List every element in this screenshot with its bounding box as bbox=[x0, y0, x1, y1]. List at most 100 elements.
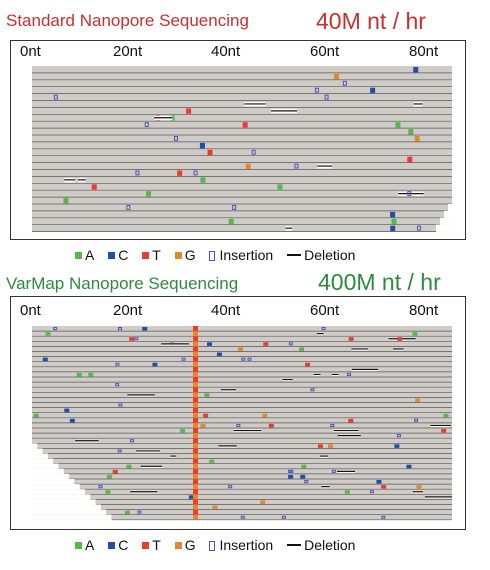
base-t-mark bbox=[348, 337, 354, 341]
variant-t-mark bbox=[193, 366, 198, 372]
base-c-mark bbox=[188, 495, 194, 499]
legend2-t: T bbox=[142, 537, 161, 553]
panel2-tick-20: 20nt bbox=[113, 302, 143, 319]
base-c-mark bbox=[300, 474, 306, 479]
panel1-tick-40: 40nt bbox=[211, 43, 241, 60]
insertion-mark bbox=[381, 515, 386, 519]
variant-t-mark bbox=[193, 509, 198, 515]
c-swatch-icon bbox=[108, 252, 116, 259]
insertion-mark bbox=[310, 388, 315, 392]
insertion-mark bbox=[369, 490, 374, 494]
panel2-gap bbox=[32, 479, 75, 485]
base-c-mark bbox=[390, 211, 396, 218]
base-g-mark bbox=[237, 347, 243, 351]
panel2-gap bbox=[32, 514, 112, 520]
base-a-mark bbox=[395, 122, 401, 128]
base-g-mark bbox=[416, 485, 422, 489]
variant-t-mark bbox=[193, 377, 198, 383]
legend-c: C bbox=[108, 247, 128, 263]
legend-a: A bbox=[75, 247, 94, 263]
base-c-mark bbox=[376, 480, 382, 484]
insertion-mark bbox=[126, 205, 131, 210]
base-a-mark bbox=[63, 198, 69, 204]
insertion-mark bbox=[294, 163, 299, 169]
base-g-mark bbox=[415, 398, 421, 402]
base-a-mark bbox=[146, 191, 152, 197]
panel2-gap bbox=[32, 458, 54, 464]
panel2-gap bbox=[32, 484, 80, 490]
variant-t-mark bbox=[193, 356, 198, 362]
base-a-mark bbox=[33, 413, 39, 418]
insertion-mark bbox=[247, 357, 252, 361]
base-g-mark bbox=[333, 73, 339, 80]
base-c-mark bbox=[390, 225, 396, 232]
base-g-mark bbox=[200, 423, 206, 428]
base-g-mark bbox=[245, 163, 251, 169]
panel2-gap bbox=[32, 489, 85, 495]
insertion-mark bbox=[314, 87, 319, 93]
variant-t-mark bbox=[193, 499, 198, 505]
panel2-gap bbox=[32, 509, 107, 515]
panel1-gap bbox=[436, 224, 452, 232]
deletion-icon bbox=[287, 544, 302, 546]
insertion-mark bbox=[130, 439, 135, 443]
insertion-mark bbox=[251, 149, 256, 155]
base-t-mark bbox=[441, 429, 447, 433]
insertion-mark bbox=[281, 515, 286, 519]
base-a-mark bbox=[200, 177, 206, 183]
t-swatch-icon bbox=[142, 252, 150, 259]
insertion-mark bbox=[346, 372, 351, 376]
panel1-tick-20: 20nt bbox=[113, 43, 143, 60]
legend-g: G bbox=[174, 247, 196, 263]
base-c-mark bbox=[207, 342, 213, 346]
panel1-tick-60: 60nt bbox=[310, 43, 340, 60]
base-t-mark bbox=[177, 170, 183, 176]
panel2-gap bbox=[32, 448, 43, 454]
insertion-mark bbox=[115, 383, 120, 387]
base-c-mark bbox=[69, 418, 75, 423]
base-a-mark bbox=[277, 184, 283, 190]
insertion-mark bbox=[193, 170, 198, 176]
variant-t-mark bbox=[193, 458, 198, 464]
base-a-mark bbox=[124, 510, 130, 515]
base-t-mark bbox=[348, 418, 354, 423]
insertion-mark bbox=[115, 362, 120, 366]
base-t-mark bbox=[317, 444, 323, 448]
panel2-gap bbox=[32, 468, 64, 474]
panel2-gap bbox=[32, 463, 59, 469]
insertion-mark bbox=[118, 403, 123, 407]
insertion-mark bbox=[330, 423, 335, 427]
base-a-mark bbox=[228, 218, 234, 225]
panel2-gap bbox=[32, 473, 70, 479]
insertion-mark bbox=[135, 170, 140, 176]
a-swatch-icon bbox=[75, 542, 82, 549]
base-t-mark bbox=[129, 337, 135, 341]
legend2-g: G bbox=[174, 537, 196, 553]
variant-t-mark bbox=[193, 438, 198, 444]
variant-t-mark bbox=[193, 397, 198, 403]
base-a-mark bbox=[408, 129, 414, 135]
base-g-mark bbox=[212, 505, 218, 510]
base-c-mark bbox=[413, 67, 419, 73]
panel2-gap bbox=[32, 494, 91, 500]
variant-t-mark bbox=[193, 326, 198, 332]
insertion-icon bbox=[209, 251, 216, 261]
base-a-mark bbox=[88, 372, 94, 377]
panel2-legend: A C T G Insertion Deletion bbox=[75, 537, 365, 553]
panel2-gap bbox=[32, 453, 48, 459]
insertion-mark bbox=[414, 418, 419, 422]
base-t-mark bbox=[203, 413, 209, 418]
variant-t-mark bbox=[193, 428, 198, 434]
insertion-mark bbox=[396, 434, 401, 438]
base-c-mark bbox=[288, 474, 294, 479]
base-a-mark bbox=[106, 474, 112, 479]
base-a-mark bbox=[126, 464, 132, 469]
panel1-tick-0: 0nt bbox=[20, 43, 41, 60]
panel2-rate: 400M nt / hr bbox=[318, 269, 441, 295]
panel2-tick-60: 60nt bbox=[310, 302, 340, 319]
base-c-mark bbox=[216, 352, 222, 357]
panel2-title: VarMap Nanopore Sequencing bbox=[6, 274, 239, 293]
base-g-mark bbox=[328, 444, 334, 448]
base-a-mark bbox=[443, 413, 449, 418]
legend-t: T bbox=[142, 247, 161, 263]
